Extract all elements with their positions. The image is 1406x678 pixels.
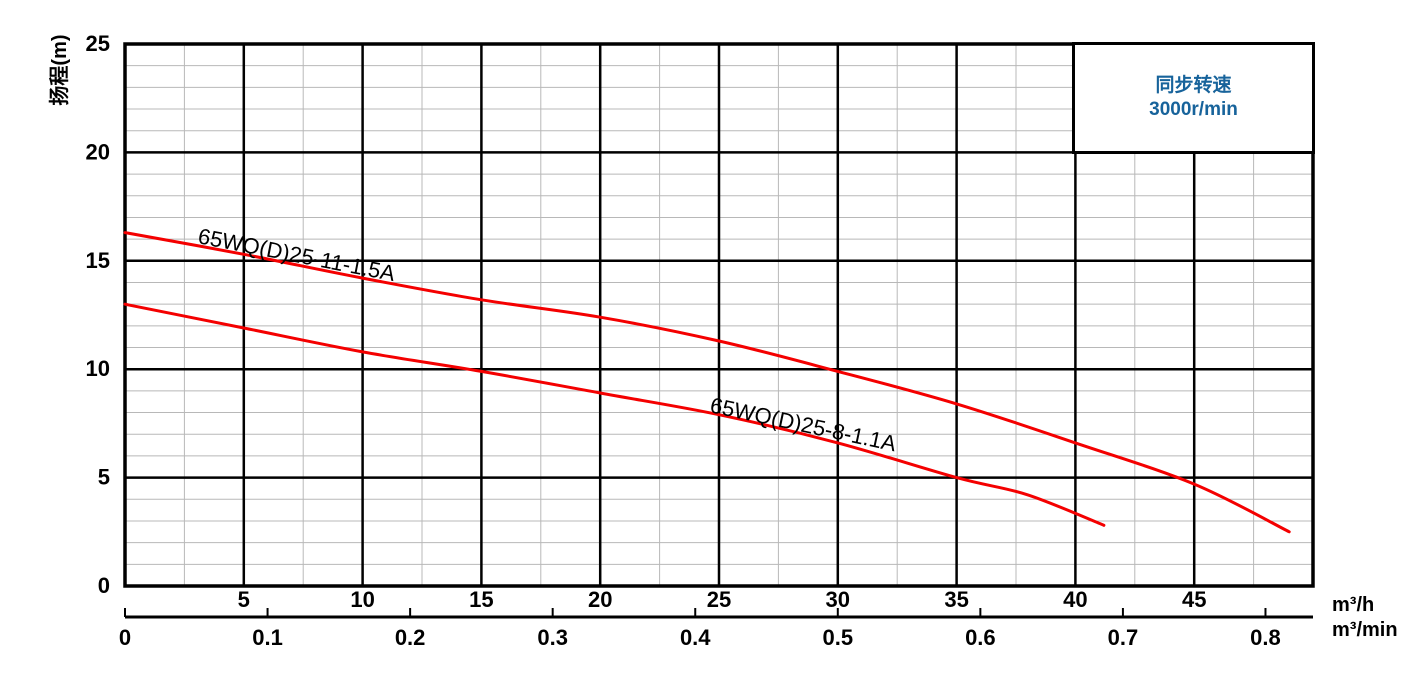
x-tick-label-m3h: 5	[238, 587, 250, 612]
x-tick-label-m3h: 45	[1182, 587, 1206, 612]
x-tick-label-m3min: 0.6	[965, 625, 996, 650]
curve-label-1: 65WQ(D)25-11-1.5A	[196, 223, 398, 286]
plot-border	[123, 42, 1315, 588]
x-tick-label-m3min: 0.4	[680, 625, 711, 650]
x-tick-label-m3h: 30	[826, 587, 850, 612]
legend-box: 同步转速 3000r/min	[1072, 42, 1315, 154]
x-tick-label-m3min: 0.2	[395, 625, 426, 650]
x-tick-label-m3h: 25	[707, 587, 731, 612]
y-tick-label: 15	[86, 248, 110, 273]
pump-curve-1	[123, 231, 1291, 534]
x-tick-label-m3min: 0.5	[823, 625, 854, 650]
pump-curve-2	[123, 302, 1106, 527]
legend-speed-value: 3000r/min	[1149, 99, 1238, 120]
x-tick-label-m3min: 0	[119, 625, 131, 650]
x-axis-unit-m3h: m³/h	[1332, 594, 1375, 616]
x-tick-label-m3h: 20	[588, 587, 612, 612]
y-tick-label: 10	[86, 356, 110, 381]
x-tick-label-m3h: 35	[944, 587, 968, 612]
y-tick-label: 0	[98, 573, 110, 598]
x-tick-label-m3h: 10	[350, 587, 374, 612]
x-tick-label-m3min: 0.1	[252, 625, 283, 650]
x-tick-label-m3min: 0.3	[537, 625, 568, 650]
y-axis-title: 扬程(m)	[48, 34, 71, 106]
x-tick-label-m3h: 40	[1063, 587, 1087, 612]
x-tick-label-m3min: 0.7	[1108, 625, 1139, 650]
curve-label-2: 65WQ(D)25-8-1.1A	[708, 392, 899, 456]
x-axis-unit-m3min: m³/min	[1332, 619, 1398, 641]
y-tick-label: 25	[86, 31, 110, 56]
x-tick-label-m3min: 0.8	[1250, 625, 1281, 650]
y-tick-label: 20	[86, 139, 110, 164]
legend-speed-label: 同步转速	[1155, 75, 1232, 96]
y-tick-label: 5	[98, 465, 110, 490]
x-tick-label-m3h: 15	[469, 587, 493, 612]
